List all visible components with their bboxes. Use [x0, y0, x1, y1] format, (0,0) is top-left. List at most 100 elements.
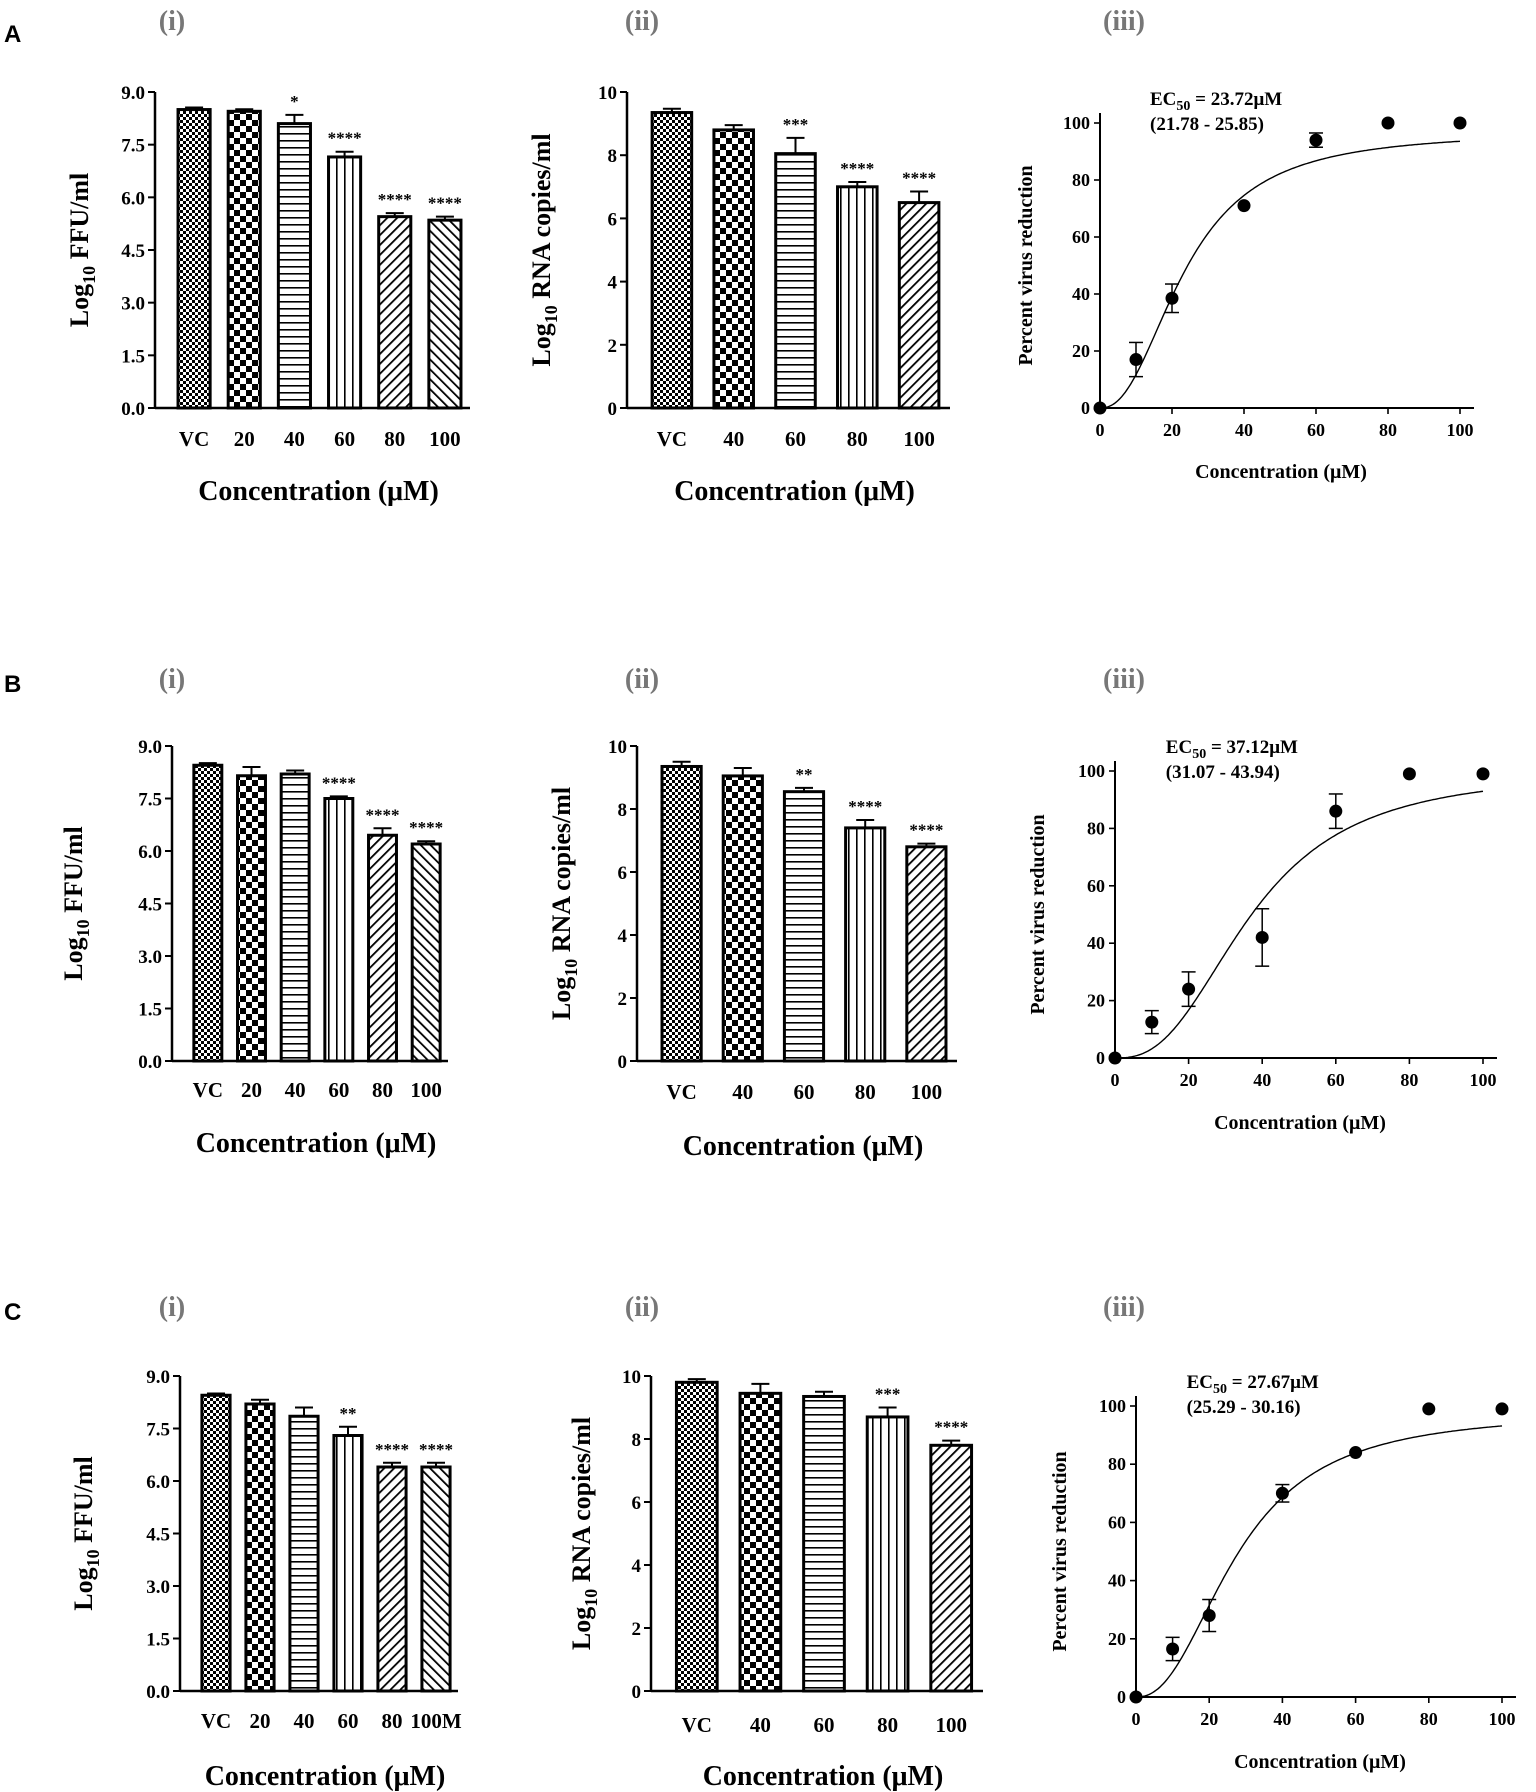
y-tick-label: 0	[1117, 1687, 1126, 1707]
y-tick-label: 100	[1099, 1396, 1126, 1416]
y-tick-label: 40	[1108, 1571, 1126, 1591]
y-tick-label: 3.0	[138, 947, 162, 968]
x-tick-label: 20	[1163, 420, 1181, 440]
ec50-sub: 50	[1176, 99, 1190, 114]
y-axis-label: Log10 FFU/ml	[59, 826, 93, 981]
y-axis-label-main: Log	[69, 1567, 98, 1610]
y-tick-label: 2	[608, 336, 618, 357]
bar	[200, 1393, 232, 1693]
category-label: VC	[666, 1080, 696, 1104]
y-tick-label: 0	[632, 1682, 642, 1703]
y-axis-label-main: Log	[59, 937, 88, 980]
y-tick-label: 0.0	[121, 399, 145, 420]
x-axis-label: Concentration (μM)	[1214, 1112, 1386, 1134]
y-tick-label: 60	[1072, 227, 1090, 247]
category-label: 40	[750, 1713, 771, 1737]
y-tick-label: 8	[618, 800, 628, 821]
category-label: 60	[334, 427, 355, 451]
significance-label: ****	[378, 190, 412, 209]
chart-b-i: 0.0 1.5 3.0 4.5 6.0 7.5 9.0 VC 20 40 **** 60 **** 80 *…	[59, 737, 448, 1159]
x-tick-label: 80	[1379, 420, 1397, 440]
significance-label: ***	[783, 115, 809, 134]
bar	[288, 1414, 320, 1693]
bar	[836, 185, 879, 410]
x-tick-label: 60	[1347, 1709, 1365, 1729]
ec50-sub: 50	[1213, 1382, 1227, 1397]
y-tick-label: 3.0	[121, 294, 145, 315]
category-label: VC	[682, 1713, 712, 1737]
x-axis-label: Concentration (μM)	[703, 1761, 944, 1792]
x-tick-label: 60	[1327, 1070, 1345, 1090]
x-axis-label: Concentration (μM)	[1234, 1751, 1406, 1773]
bar	[721, 774, 764, 1063]
bar	[782, 790, 826, 1063]
significance-label: ****	[409, 818, 443, 837]
x-axis-label: Concentration (μM)	[198, 476, 439, 507]
y-tick-label: 10	[608, 737, 627, 758]
bar	[865, 1415, 910, 1693]
y-axis-label-main: Log	[527, 323, 556, 366]
panel-label-a-ii: (ii)	[625, 6, 659, 37]
data-point	[1349, 1446, 1363, 1460]
data-point	[1166, 1642, 1180, 1656]
bar	[650, 111, 694, 410]
x-tick-label: 0	[1096, 420, 1105, 440]
y-tick-label: 9.0	[121, 83, 145, 104]
y-tick-label: 0	[618, 1052, 628, 1073]
bar	[376, 1465, 408, 1693]
bar	[929, 1443, 974, 1693]
ec50-label: EC	[1166, 737, 1192, 758]
y-axis-label-sub: 10	[83, 1549, 103, 1567]
y-tick-label: 20	[1072, 341, 1090, 361]
y-tick-label: 80	[1108, 1454, 1126, 1474]
bar	[774, 152, 817, 410]
y-tick-label: 100	[1063, 113, 1090, 133]
category-label: 40	[732, 1080, 753, 1104]
significance-label: ****	[366, 805, 400, 824]
y-axis-label-sub: 10	[79, 266, 99, 284]
bar	[276, 122, 312, 410]
y-axis-label: Log10 RNA copies/ml	[547, 787, 581, 1020]
bar	[323, 797, 355, 1063]
bar	[660, 764, 703, 1063]
category-label: 80	[372, 1078, 393, 1102]
bar	[802, 1394, 846, 1693]
y-tick-label: 0.0	[138, 1052, 162, 1073]
significance-label: *	[290, 92, 299, 111]
bar	[738, 1391, 783, 1693]
y-tick-label: 6.0	[138, 842, 162, 863]
x-tick-label: 60	[1307, 420, 1325, 440]
category-label: VC	[193, 1078, 223, 1102]
x-tick-label: 80	[1400, 1070, 1418, 1090]
x-tick-label: 20	[1200, 1709, 1218, 1729]
category-label: 80	[847, 427, 868, 451]
y-tick-label: 10	[598, 83, 617, 104]
significance-label: ****	[428, 194, 462, 213]
data-point	[1129, 1690, 1143, 1704]
x-tick-label: 40	[1253, 1070, 1271, 1090]
panel-label-c-ii: (ii)	[625, 1292, 659, 1323]
y-tick-label: 3.0	[146, 1577, 170, 1598]
x-axis-label: Concentration (μM)	[1195, 461, 1367, 483]
category-label: VC	[201, 1709, 231, 1733]
category-label: VC	[657, 427, 687, 451]
bar	[192, 763, 224, 1063]
y-axis-label-sub: 10	[581, 1589, 601, 1607]
y-axis-label: Percent virus reduction	[1049, 1451, 1071, 1651]
y-axis-label-sub: 10	[541, 305, 561, 323]
y-axis-label-main: Log	[567, 1607, 596, 1650]
row-label-b: B	[4, 671, 21, 698]
data-point	[1108, 1051, 1122, 1065]
y-tick-label: 9.0	[138, 737, 162, 758]
category-label: 80	[877, 1713, 898, 1737]
significance-label: ****	[934, 1418, 968, 1437]
panel-label-b-i: (i)	[159, 664, 185, 695]
x-tick-label: 40	[1235, 420, 1253, 440]
data-point	[1381, 116, 1395, 130]
panel-label-c-i: (i)	[159, 1292, 185, 1323]
y-tick-label: 60	[1087, 876, 1105, 896]
y-tick-label: 40	[1087, 933, 1105, 953]
panel-label-c-iii: (iii)	[1103, 1292, 1145, 1323]
